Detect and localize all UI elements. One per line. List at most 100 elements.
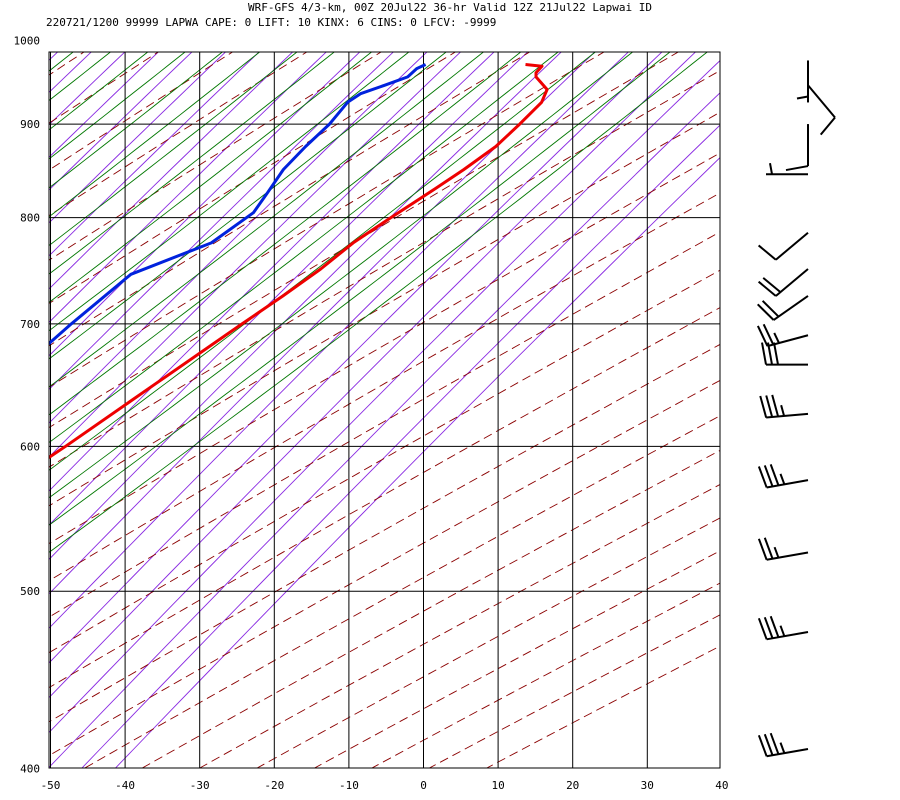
wind-barb-flag <box>756 325 769 347</box>
y-tick-label: 1000 <box>14 34 41 47</box>
wind-barb-half-flag <box>773 546 780 559</box>
dry-adiabat-line <box>49 52 382 261</box>
mixing-ratio-line <box>49 92 720 768</box>
wind-barb <box>757 464 809 489</box>
wind-barb-flag <box>819 116 836 136</box>
wind-barb-flag <box>757 466 768 488</box>
mixing-ratio-line <box>49 52 629 629</box>
dry-adiabat-line <box>198 484 720 768</box>
wind-barb <box>757 268 809 297</box>
x-tick-label: 40 <box>715 779 728 792</box>
dry-adiabat-line <box>256 517 720 768</box>
wind-barb-flag <box>761 342 767 365</box>
x-tick-label: -10 <box>339 779 359 792</box>
wind-barb-flag <box>773 342 779 365</box>
wind-barb-flag <box>785 165 809 172</box>
dry-adiabat-line <box>49 52 308 217</box>
dry-adiabat-line <box>49 52 531 347</box>
wind-barb-staff <box>807 84 836 119</box>
moist-adiabat-line <box>49 52 559 444</box>
mixing-ratio-line <box>49 52 193 191</box>
mixing-ratio-line <box>49 52 562 561</box>
x-tick-label: 20 <box>566 779 579 792</box>
wind-barb-flag <box>763 537 774 560</box>
wind-barb-flag <box>761 300 780 318</box>
x-tick-label: -30 <box>190 779 210 792</box>
plot-frame <box>48 51 721 769</box>
wind-barb-flag <box>759 395 768 418</box>
wind-barb-staff <box>775 231 809 261</box>
moist-adiabat-line <box>49 52 708 553</box>
chart-title-line-2: 220721/1200 99999 LAPWA CAPE: 0 LIFT: 10… <box>46 16 496 29</box>
moist-adiabat-line <box>49 52 186 160</box>
y-tick-label: 800 <box>20 212 40 225</box>
mixing-ratio-line <box>49 52 59 61</box>
dry-adiabat-line <box>49 52 605 388</box>
mixing-ratio-line <box>49 52 529 526</box>
wind-barb <box>757 732 809 758</box>
wind-barb-half-flag <box>773 332 780 344</box>
sounding-profiles <box>49 63 549 460</box>
moist-adiabat-line <box>49 52 410 332</box>
x-tick-label: 30 <box>641 779 654 792</box>
x-tick-label: 10 <box>491 779 504 792</box>
dry-adiabat-line <box>49 52 457 305</box>
y-axis-ticks: 400 500 600 700 800 900 1000 <box>14 34 41 775</box>
dry-adiabat-line <box>49 52 234 171</box>
wind-barb-staff <box>766 631 809 641</box>
mixing-ratio-line <box>49 52 92 94</box>
mixing-ratio-line <box>49 59 720 734</box>
mixing-ratio-line <box>49 52 159 158</box>
wind-barb <box>785 124 809 172</box>
mixing-ratio-line <box>49 52 428 424</box>
moist-adiabat-line <box>49 52 485 388</box>
y-tick-label: 600 <box>20 440 40 453</box>
wind-barb <box>759 394 809 419</box>
y-tick-label: 900 <box>20 118 40 131</box>
isobar-isotherm-grid <box>49 52 720 768</box>
mixing-ratio-line <box>49 52 596 595</box>
wind-barb-flag <box>769 732 780 755</box>
wind-barb-flag <box>757 280 777 297</box>
mixing-ratio-line <box>49 52 227 224</box>
wind-barb-staff <box>766 747 809 758</box>
wind-barb-half-flag <box>779 625 786 637</box>
wind-barb-flag <box>763 616 774 639</box>
wind-barb-half-flag <box>796 95 809 100</box>
wind-barb-half-flag <box>779 742 786 754</box>
wind-barb-half-flag <box>779 473 786 485</box>
mixing-ratio-line <box>49 52 294 290</box>
x-axis-ticks: -50 -40 -30 -20 -10 0 10 20 30 40 <box>41 779 729 792</box>
wind-barb <box>756 323 809 348</box>
wind-barb-staff <box>766 551 809 561</box>
y-tick-label: 400 <box>20 763 40 776</box>
wind-barb-flag <box>762 277 782 293</box>
temperature-line <box>49 63 549 460</box>
mixing-ratio-line <box>49 52 495 492</box>
dry-adiabat-line <box>371 582 720 768</box>
wind-barb-staff <box>775 268 809 297</box>
wind-barb-flag <box>769 464 780 486</box>
moist-adiabat-line <box>49 52 261 218</box>
wind-barb-flag <box>757 244 777 261</box>
y-tick-label: 700 <box>20 318 40 331</box>
dewpoint-line <box>49 63 427 346</box>
wind-barb-staff <box>766 479 809 489</box>
wind-barb <box>756 295 809 321</box>
x-tick-label: -50 <box>41 779 61 792</box>
dry-adiabat-line <box>49 52 680 429</box>
moist-adiabat-line <box>49 52 298 247</box>
wind-barb-flag <box>769 615 780 638</box>
wind-barb-staff <box>767 334 809 348</box>
chart-title-line-1: WRF-GFS 4/3-km, 00Z 20Jul22 36-hr Valid … <box>248 1 652 14</box>
mixing-ratio-line <box>49 52 462 458</box>
x-tick-label: 0 <box>420 779 427 792</box>
wind-barb <box>757 537 809 561</box>
